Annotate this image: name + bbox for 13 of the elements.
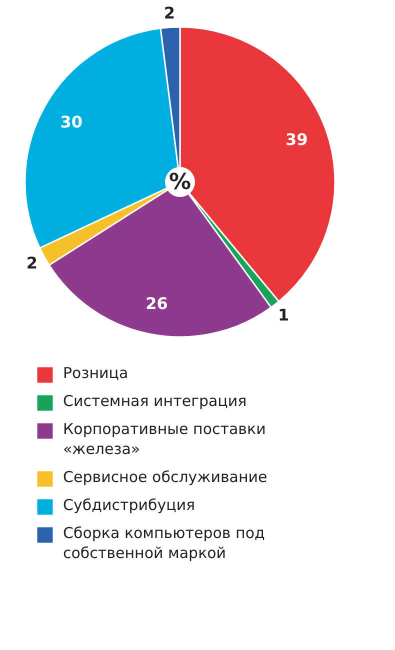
legend-label: Розница (63, 364, 128, 382)
legend-label: Корпоративные поставки «железа» (63, 420, 266, 458)
legend-label: Сборка компьютеров под собственной маркой (63, 524, 265, 562)
legend-label: Сервисное обслуживание (63, 468, 268, 486)
data-label: 39 (286, 130, 308, 149)
data-label: 2 (164, 3, 175, 22)
data-label: 1 (278, 306, 290, 325)
data-label: 26 (146, 294, 168, 313)
legend-label: Системная интеграция (63, 392, 247, 410)
text: % (168, 170, 192, 195)
data-label: 30 (60, 112, 82, 132)
data-label: 2 (26, 253, 38, 272)
legend-label: Субдистрибуция (63, 496, 196, 514)
